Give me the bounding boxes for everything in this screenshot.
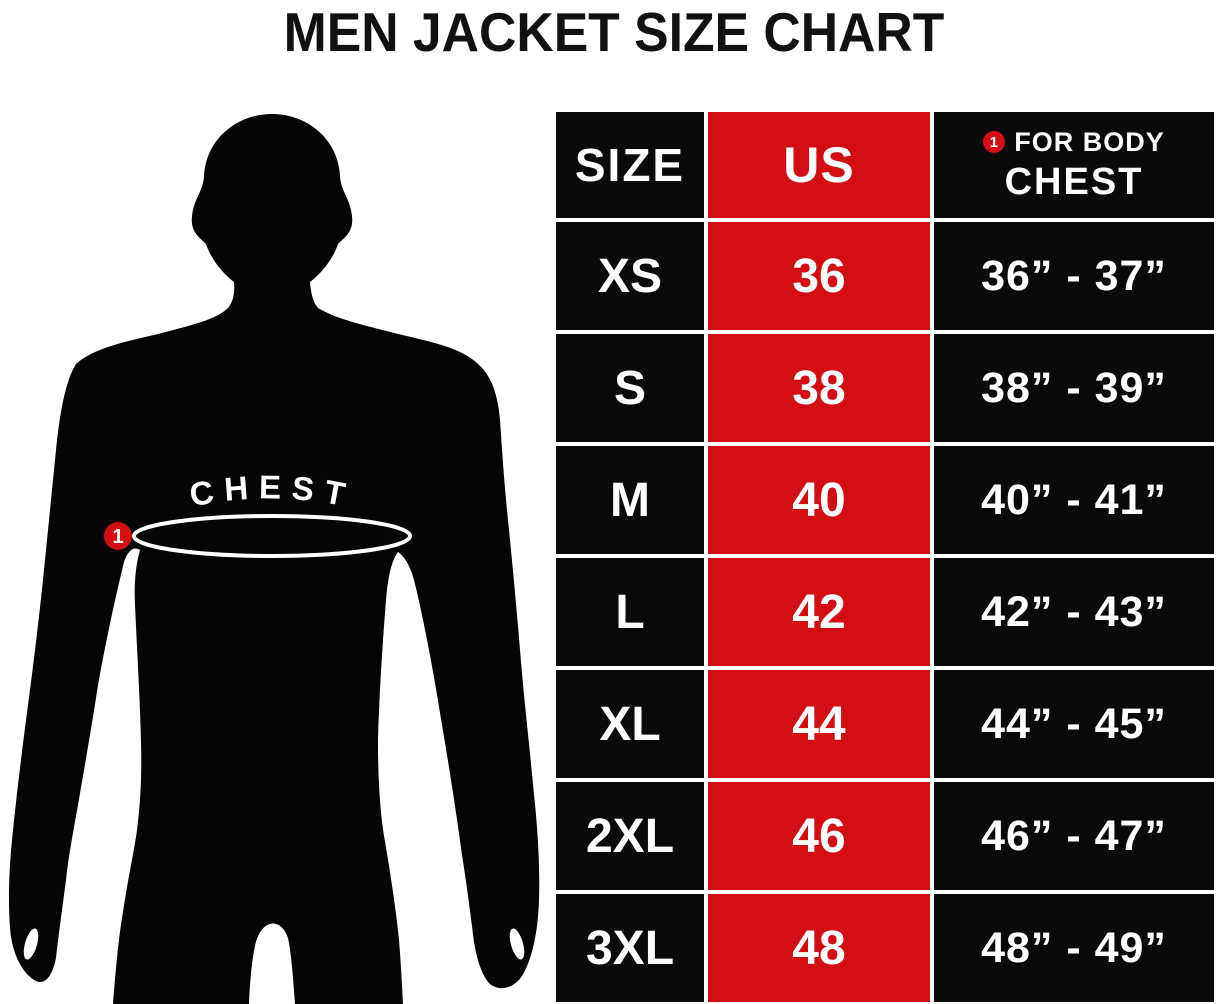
chest-range-cell: 48” - 49” <box>934 894 1214 1002</box>
thumb-gap-right <box>509 928 525 960</box>
header-chest-line2: CHEST <box>1004 160 1144 203</box>
chest-range-cell: 42” - 43” <box>934 558 1214 666</box>
header-chest-cell: 1 FOR BODY CHEST <box>934 112 1214 218</box>
chest-marker-badge: 1 <box>104 522 132 550</box>
size-table: SIZE US 1 FOR BODY CHEST XS 36 36” - 37”… <box>556 112 1214 1002</box>
svg-text:1: 1 <box>112 526 123 548</box>
thumb-gap-left <box>23 928 39 960</box>
us-cell: 46 <box>708 782 930 890</box>
header-size-cell: SIZE <box>556 112 704 218</box>
chest-range-cell: 36” - 37” <box>934 222 1214 330</box>
us-cell: 38 <box>708 334 930 442</box>
size-cell: M <box>556 446 704 554</box>
size-cell: S <box>556 334 704 442</box>
us-cell: 48 <box>708 894 930 1002</box>
size-cell: XL <box>556 670 704 778</box>
chest-marker-badge-icon: 1 <box>983 131 1006 153</box>
us-cell: 40 <box>708 446 930 554</box>
chest-measure-ellipse <box>132 514 412 558</box>
size-cell: 2XL <box>556 782 704 890</box>
size-cell: 3XL <box>556 894 704 1002</box>
chest-range-cell: 44” - 45” <box>934 670 1214 778</box>
body-silhouette-figure: CHEST 1 <box>8 114 540 1004</box>
size-cell: XS <box>556 222 704 330</box>
size-cell: L <box>556 558 704 666</box>
body-silhouette <box>8 114 540 1004</box>
header-chest-line1-wrap: 1 FOR BODY <box>983 127 1165 158</box>
header-us-cell: US <box>708 112 930 218</box>
chest-range-cell: 46” - 47” <box>934 782 1214 890</box>
us-cell: 36 <box>708 222 930 330</box>
chest-range-cell: 40” - 41” <box>934 446 1214 554</box>
us-cell: 42 <box>708 558 930 666</box>
page-title: MEN JACKET SIZE CHART <box>283 1 945 63</box>
header-chest-line1: FOR BODY <box>1014 126 1165 157</box>
us-cell: 44 <box>708 670 930 778</box>
chest-range-cell: 38” - 39” <box>934 334 1214 442</box>
